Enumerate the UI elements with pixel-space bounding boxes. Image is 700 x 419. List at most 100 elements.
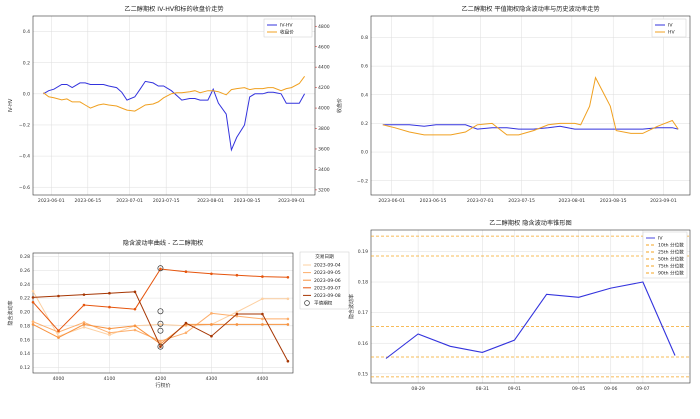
series-point — [133, 328, 137, 332]
series-point — [210, 323, 213, 326]
legend-label: 90th 分位数 — [658, 270, 684, 277]
x-tick-label: 08-29 — [411, 386, 424, 392]
right-y-tick-label: 4400 — [318, 65, 330, 71]
series-point — [286, 275, 290, 279]
right-y-tick-label: 3800 — [318, 126, 330, 132]
series-point — [133, 324, 137, 328]
y-axis-label-right: 收盘价 — [336, 98, 343, 113]
atm-marker — [157, 320, 164, 327]
series-point — [108, 291, 111, 295]
y-tick-label: 0.18 — [358, 280, 368, 286]
right-y-tick-label: 3200 — [318, 187, 330, 193]
plot-frame — [370, 15, 691, 196]
iv-hv-close-chart: −0.6 −0.4 −0.2 0.0 0.2 0.4 2023-06-01 2023-06-1… — [8, 5, 343, 204]
atm-marker — [157, 327, 164, 334]
y-tick-label: −0.6 — [19, 185, 30, 191]
series-point — [82, 303, 86, 307]
legend-label: 2023-09-04 — [314, 263, 341, 269]
y-tick-label: 0.4 — [23, 29, 30, 35]
x-tick-label: 4000 — [53, 376, 65, 382]
legend-swatch — [304, 300, 310, 306]
legend-label: 2023-09-08 — [314, 293, 341, 299]
legend-label: IV — [668, 23, 673, 29]
chart-title: 隐含波动率曲线 - 乙二醇期权 — [123, 239, 203, 247]
y-tick-label: 0.4 — [361, 92, 368, 98]
series-point — [261, 312, 264, 316]
x-tick-label: 4400 — [257, 376, 269, 382]
volatility-smile-chart: 0.12 0.14 0.16 0.18 0.20 0.22 0.24 0.26 0.28 4000… — [7, 239, 350, 389]
y-tick-label: 0.22 — [20, 296, 30, 302]
series-point — [184, 321, 188, 325]
right-y-tick-label: 4200 — [318, 85, 330, 91]
series-point — [57, 329, 60, 332]
y-axis-label: 隐含波动率 — [348, 294, 355, 319]
x-tick-label: 2023-06-01 — [38, 198, 65, 204]
series-point — [184, 270, 188, 274]
y-tick-label: 0.17 — [358, 310, 368, 316]
x-tick-label: 2023-09-01 — [278, 198, 305, 204]
series-point — [108, 333, 111, 337]
series-point — [108, 331, 111, 335]
series-point — [31, 300, 35, 304]
series-line — [385, 281, 676, 359]
series-point — [286, 323, 290, 326]
y-tick-label: 0.24 — [20, 282, 30, 288]
right-y-tick-label: 4800 — [318, 24, 330, 30]
series-point — [159, 339, 162, 343]
x-tick-label: 08-31 — [476, 386, 489, 392]
x-tick-label: 09-05 — [572, 386, 585, 392]
plot-frame — [370, 229, 691, 384]
y-tick-label: 0.18 — [20, 323, 30, 329]
series-point — [31, 296, 35, 299]
series-line — [382, 124, 679, 130]
legend-label: 平值期权 — [314, 300, 333, 307]
legend-label: 10th 分位数 — [658, 242, 684, 249]
y-tick-label: 0.16 — [20, 337, 30, 343]
legend-label: 25th 分位数 — [658, 249, 684, 256]
x-tick-label: 2023-06-15 — [420, 198, 447, 204]
series-point — [31, 323, 35, 326]
series-line — [382, 76, 679, 136]
y-tick-label: 0.16 — [358, 341, 368, 347]
series-point — [235, 312, 239, 316]
series-line — [43, 76, 306, 112]
y-tick-label: 0.14 — [20, 351, 30, 357]
x-tick-label: 2023-09-01 — [650, 198, 677, 204]
y-tick-label: 0.26 — [20, 268, 30, 274]
series-point — [235, 310, 239, 314]
series-point — [108, 305, 111, 309]
x-tick-label: 2023-06-01 — [378, 198, 405, 204]
series-line — [43, 80, 306, 152]
right-y-tick-label: 4600 — [318, 44, 330, 50]
y-tick-label: 0.28 — [20, 254, 30, 260]
y-tick-label: 0.15 — [358, 371, 368, 377]
series-point — [235, 273, 239, 277]
x-tick-label: 2023-07-15 — [153, 198, 180, 204]
volatility-cone-chart: 0.15 0.16 0.17 0.18 0.19 08-29 08-31 09-01 09-05… — [348, 219, 691, 392]
atm-marker — [157, 308, 164, 315]
x-tick-label: 09-07 — [636, 386, 649, 392]
series-point — [286, 359, 290, 363]
right-y-tick-label: 3600 — [318, 147, 330, 153]
iv-hv-trend-chart: −0.2 0.0 0.2 0.4 0.6 0.8 2023-06-01 2023-06-15 2… — [357, 5, 691, 204]
legend-label: IV-HV — [280, 23, 293, 29]
chart-title: 乙二醇期权 隐含波动率锥形图 — [489, 219, 571, 227]
series-point — [31, 289, 35, 293]
atm-marker — [157, 265, 164, 272]
series-point — [159, 345, 162, 348]
series-point — [57, 336, 60, 339]
x-tick-label: 2023-07-01 — [116, 198, 143, 204]
series-point — [286, 317, 290, 321]
x-tick-label: 09-01 — [508, 386, 521, 392]
x-tick-label: 2023-08-01 — [559, 198, 586, 204]
series-point — [261, 275, 264, 278]
legend-label: 收盘价 — [280, 29, 294, 36]
x-tick-label: 4100 — [104, 376, 116, 382]
y-tick-label: −0.2 — [19, 123, 30, 129]
y-tick-label: 0.8 — [361, 35, 368, 41]
series-point — [261, 317, 264, 321]
x-tick-label: 2023-08-15 — [600, 198, 627, 204]
y-axis-label: 隐含波动率 — [7, 300, 14, 325]
x-tick-label: 2023-08-01 — [197, 198, 224, 204]
y-tick-label: 0.6 — [361, 64, 368, 70]
